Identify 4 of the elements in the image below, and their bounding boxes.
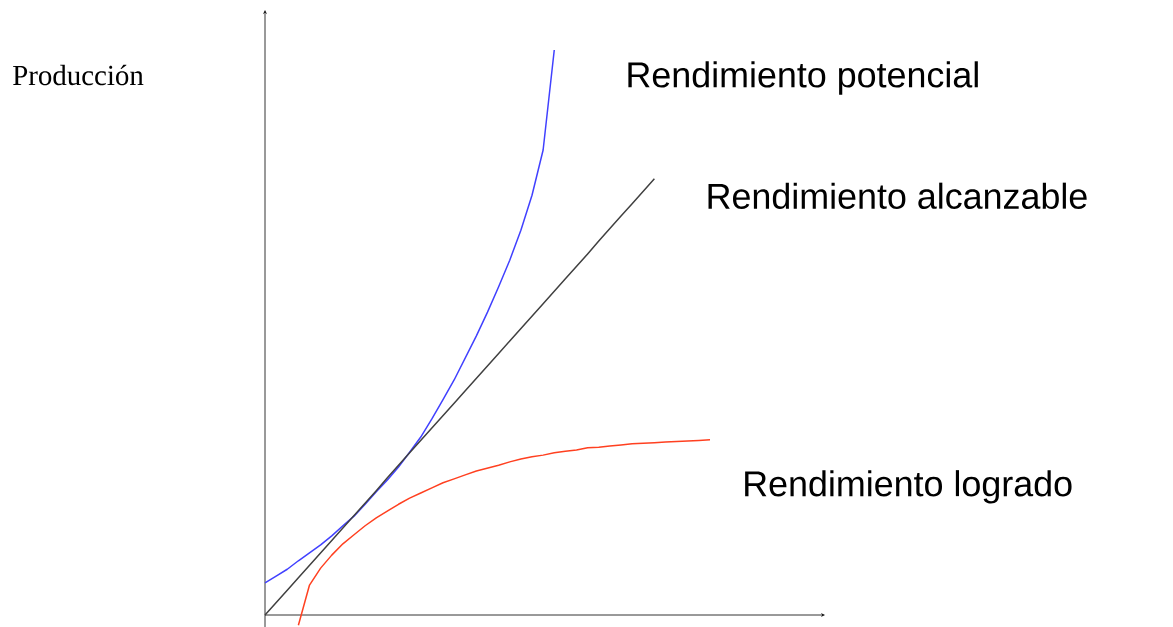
series-label: Rendimiento logrado bbox=[745, 469, 1072, 504]
y-axis-title: Producción bbox=[13, 64, 144, 85]
text: Rendimiento potencial bbox=[628, 61, 978, 95]
series-label: Rendimiento alcanzable bbox=[708, 182, 1087, 209]
